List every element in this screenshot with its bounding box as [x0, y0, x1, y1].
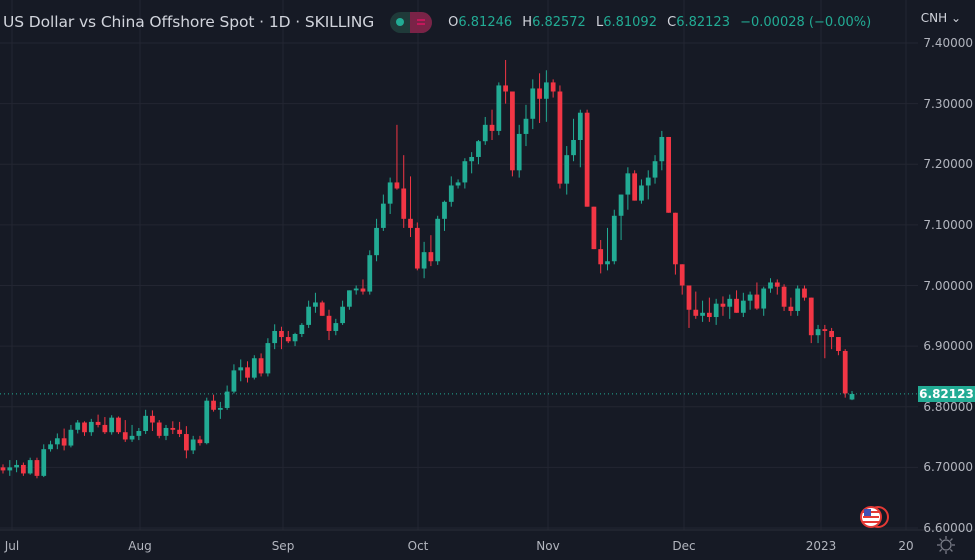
open-value: 6.81246 — [458, 14, 513, 30]
time-tick-label: 20 — [898, 539, 914, 553]
high-label: H — [522, 14, 533, 30]
currency-selector[interactable]: CNH ⌄ — [920, 11, 961, 25]
price-tick-label: 6.90000 — [923, 339, 973, 354]
chart-grid — [0, 0, 975, 531]
us-flag-event-icon[interactable] — [858, 505, 890, 529]
close-value: 6.82123 — [676, 14, 730, 30]
time-tick-label: Dec — [672, 539, 696, 553]
chart-title: US Dollar vs China Offshore Spot · 1D · … — [3, 13, 375, 31]
last-price-tag: 6.82123 — [918, 385, 975, 402]
price-tick-label: 6.80000 — [923, 399, 973, 414]
close-label: C — [667, 14, 677, 30]
ohlc-values: O6.81246 H6.82572 L6.81092 C6.82123 −0.0… — [448, 15, 871, 30]
price-tick-label: 7.20000 — [923, 157, 973, 172]
price-tick-label: 6.60000 — [923, 521, 973, 535]
time-tick-label: Oct — [407, 539, 429, 553]
time-tick-label: Jul — [4, 539, 20, 553]
candles-group — [0, 59, 855, 479]
open-label: O — [448, 14, 459, 30]
price-tick-label: 6.70000 — [923, 460, 973, 475]
change-value: −0.00028 (−0.00%) — [740, 14, 872, 30]
low-value: 6.81092 — [603, 14, 657, 30]
high-value: 6.82572 — [532, 14, 586, 30]
low-label: L — [595, 14, 604, 30]
bars-icon — [417, 19, 426, 25]
time-tick-label: Nov — [536, 539, 560, 553]
time-tick-label: Aug — [128, 539, 152, 553]
time-tick-label: 2023 — [805, 539, 837, 553]
green-dot-icon — [396, 18, 405, 26]
time-tick-label: Sep — [271, 539, 295, 553]
settings-gear-icon[interactable] — [936, 535, 956, 555]
chart-header: US Dollar vs China Offshore Spot · 1D · … — [0, 0, 920, 44]
price-tick-label: 7.10000 — [923, 217, 973, 232]
price-tick-label: 7.40000 — [923, 36, 973, 50]
price-tick-label: 7.00000 — [923, 278, 973, 293]
price-tick-label: 7.30000 — [923, 96, 973, 111]
visibility-toggle[interactable] — [390, 11, 433, 33]
